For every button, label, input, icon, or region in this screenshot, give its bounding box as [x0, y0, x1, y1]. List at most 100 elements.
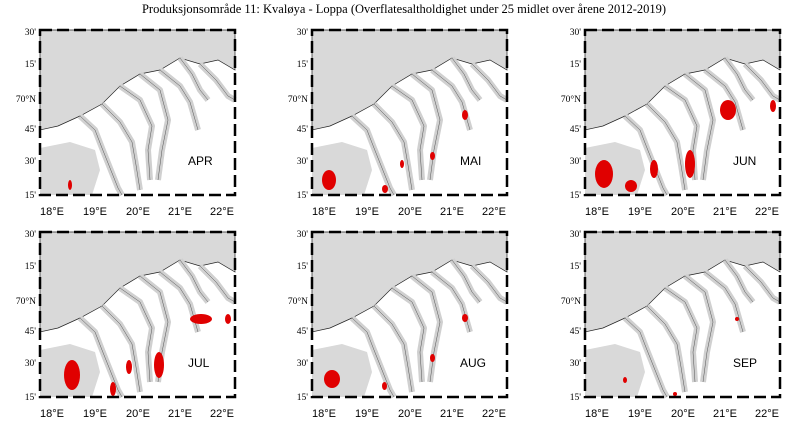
map-panel: APR 18°E 19°E 20°E 21°E 22°E 30' 15' 70°N 45' 30' 1… [16, 28, 237, 218]
coastline [471, 63, 508, 101]
x-tick-label: 22°E [210, 408, 234, 420]
x-tick-label: 20°E [671, 206, 695, 218]
low-salinity-area [382, 382, 387, 390]
y-tick-label: 30' [297, 157, 309, 167]
coastline [79, 115, 123, 196]
x-tick-label: 19°E [83, 206, 107, 218]
coastline [79, 317, 123, 398]
y-tick-label: 15' [570, 393, 582, 403]
coastline [199, 265, 236, 303]
map-frame [583, 230, 782, 399]
low-salinity-area [650, 160, 658, 178]
x-tick-label: 19°E [83, 408, 107, 420]
low-salinity-area [322, 170, 336, 190]
low-salinity-area [400, 160, 404, 168]
coastline [179, 57, 209, 101]
low-salinity-area [68, 180, 72, 190]
coastline [744, 265, 781, 303]
low-salinity-area [64, 360, 80, 390]
y-tick-label: 15' [297, 60, 309, 70]
coastline [684, 275, 714, 383]
low-salinity-area [625, 180, 637, 192]
y-tick-label: 15' [570, 262, 582, 272]
low-salinity-area [110, 382, 116, 396]
x-tick-label: 21°E [168, 206, 192, 218]
y-tick-label: 15' [297, 393, 309, 403]
low-salinity-area [430, 152, 435, 160]
low-salinity-area [154, 352, 164, 378]
x-tick-label: 21°E [440, 206, 464, 218]
x-tick-label: 21°E [440, 408, 464, 420]
y-tick-label: 15' [297, 191, 309, 201]
y-tick-label: 70°N [561, 296, 581, 307]
y-tick-label: 15' [25, 393, 37, 403]
coastline [179, 259, 209, 303]
x-tick-label: 22°E [755, 408, 779, 420]
x-tick-label: 21°E [713, 206, 737, 218]
low-salinity-area [770, 100, 776, 112]
y-tick-label: 30' [25, 157, 37, 167]
map-panel: JUN 18°E 19°E 20°E 21°E 22°E 30' 15' 70°N 45' 30' 1… [561, 28, 782, 218]
sea [312, 344, 372, 397]
y-tick-label: 70°N [288, 296, 308, 307]
month-label: SEP [733, 356, 757, 370]
x-tick-label: 20°E [126, 206, 150, 218]
coastline [391, 85, 425, 181]
map-panel: JUL 18°E 19°E 20°E 21°E 22°E 30' 15' 70°N 45' 30' 1… [16, 230, 237, 420]
month-label: APR [188, 154, 213, 168]
coastline [744, 63, 781, 101]
coastline [351, 115, 395, 196]
figure-title: Produksjonsområde 11: Kvaløya - Loppa (O… [142, 2, 666, 16]
x-tick-label: 18°E [585, 206, 609, 218]
y-tick-label: 15' [570, 191, 582, 201]
low-salinity-area [462, 110, 468, 120]
x-tick-label: 18°E [312, 206, 336, 218]
x-tick-label: 19°E [355, 206, 379, 218]
map-panel: SEP 18°E 19°E 20°E 21°E 22°E 30' 15' 70°N 45' 30' 1… [561, 230, 782, 420]
y-tick-label: 30' [297, 359, 309, 369]
map-frame [38, 28, 237, 197]
coastline [199, 63, 236, 101]
y-tick-label: 30' [570, 157, 582, 167]
x-tick-label: 18°E [312, 408, 336, 420]
y-tick-label: 70°N [16, 296, 36, 307]
y-tick-label: 30' [570, 359, 582, 369]
map-frame [310, 28, 509, 197]
coastline [646, 103, 686, 191]
low-salinity-area [382, 185, 388, 193]
coastline [411, 73, 441, 181]
sea [312, 142, 372, 195]
low-salinity-area [623, 377, 627, 383]
y-tick-label: 45' [297, 327, 309, 337]
coastline [391, 287, 425, 383]
sea [39, 231, 236, 333]
coastline [373, 305, 413, 393]
y-tick-label: 30' [297, 230, 309, 240]
sea [585, 344, 645, 397]
y-tick-label: 45' [297, 125, 309, 135]
coastline [624, 115, 668, 196]
y-tick-label: 30' [570, 230, 582, 240]
y-tick-label: 15' [297, 262, 309, 272]
map-frame [38, 230, 237, 399]
low-salinity-area [685, 150, 695, 178]
low-salinity-area [720, 100, 736, 120]
sea [40, 142, 100, 195]
y-tick-label: 15' [570, 60, 582, 70]
y-tick-label: 45' [25, 327, 37, 337]
low-salinity-area [735, 317, 739, 321]
coastline [101, 103, 141, 191]
coastline [646, 305, 686, 393]
coastline [119, 85, 153, 181]
coastline [101, 305, 141, 393]
sea [584, 29, 781, 131]
sea [311, 29, 508, 131]
x-tick-label: 20°E [398, 408, 422, 420]
x-tick-label: 22°E [210, 206, 234, 218]
coastline [684, 73, 714, 181]
coastline [724, 259, 754, 303]
x-tick-label: 19°E [628, 206, 652, 218]
y-tick-label: 30' [25, 28, 37, 38]
y-tick-label: 45' [570, 327, 582, 337]
month-label: JUL [188, 356, 210, 370]
